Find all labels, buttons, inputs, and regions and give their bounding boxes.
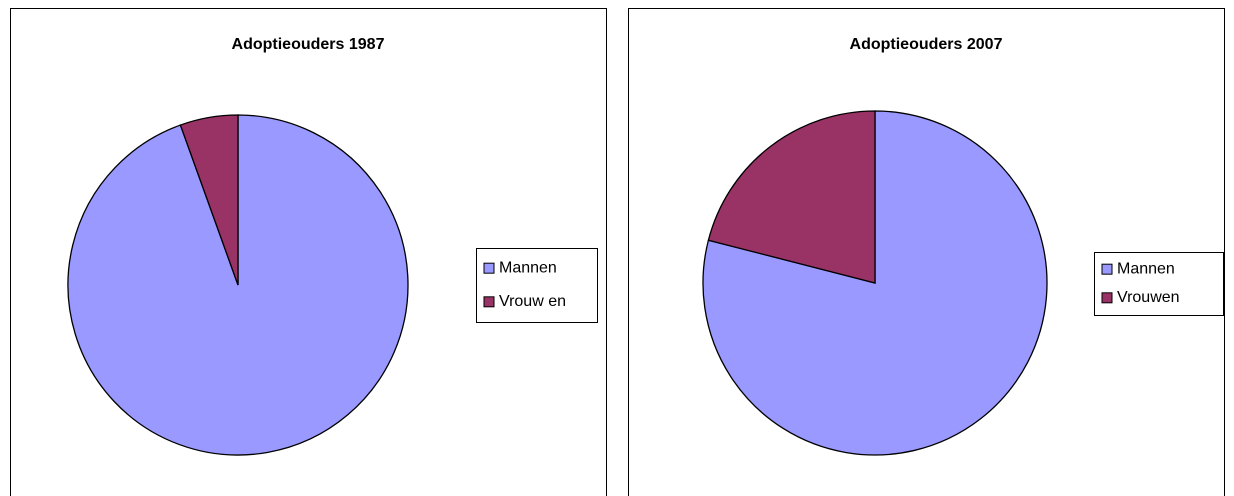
- legend-box: [1094, 252, 1224, 316]
- legend-swatch: [1101, 292, 1113, 304]
- legend-label: Mannen: [1117, 260, 1175, 277]
- chart-title: Adoptieouders 1987: [232, 36, 385, 53]
- legend-swatch: [483, 262, 495, 274]
- legend-box: [476, 248, 598, 323]
- pie-slice: [707, 110, 876, 284]
- legend-swatch: [483, 296, 495, 308]
- legend-label: Vrouwen: [1117, 289, 1180, 306]
- pie-slice: [179, 114, 239, 286]
- chart-title: Adoptieouders 2007: [850, 36, 1003, 53]
- legend-label: Mannen: [499, 259, 557, 276]
- legend-swatch: [1101, 263, 1113, 275]
- legend-label: Vrouw en: [499, 293, 566, 310]
